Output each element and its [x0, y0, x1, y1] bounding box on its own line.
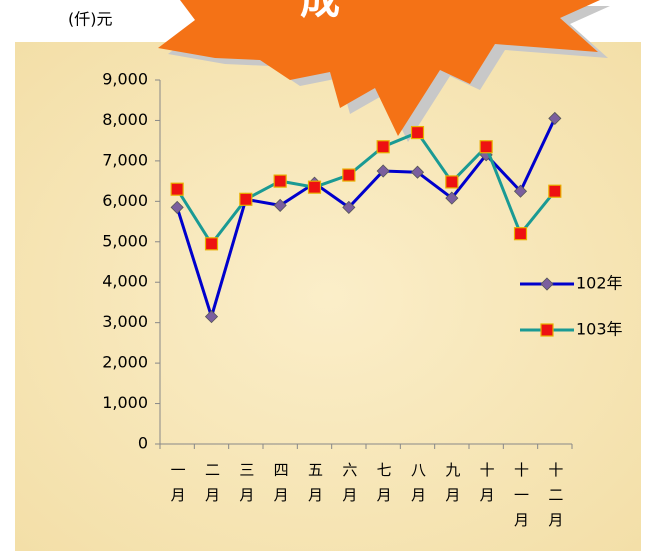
x-tick-label: 七月 — [375, 462, 393, 512]
x-tick-label: 八月 — [409, 462, 427, 512]
y-tick-label: 4,000 — [102, 272, 148, 291]
data-point — [412, 127, 424, 139]
data-point — [377, 141, 389, 153]
chart: 成 (仟)元 0 1,000 2,000 3,000 4,000 5,000 6,000 7,… — [0, 0, 661, 557]
x-tick-label: 二月 — [203, 462, 221, 512]
annotation: 成 — [300, 0, 340, 23]
data-point — [309, 181, 321, 193]
y-tick-label: 3,000 — [102, 312, 148, 331]
legend-marker — [541, 324, 553, 336]
unit-label: (仟)元 — [68, 10, 113, 29]
x-tick-label: 三月 — [237, 462, 255, 512]
y-tick-label: 8,000 — [102, 110, 148, 129]
legend-label: 103年 — [576, 320, 623, 339]
y-tick-label: 7,000 — [102, 150, 148, 169]
data-point — [446, 176, 458, 188]
data-point — [206, 238, 218, 250]
x-tick-label: 一月 — [169, 462, 187, 512]
x-tick-label: 六月 — [340, 462, 358, 512]
x-tick-label: 十一月 — [512, 462, 530, 537]
y-tick-label: 6,000 — [102, 191, 148, 210]
data-point — [171, 183, 183, 195]
y-tick-label: 0 — [138, 434, 148, 453]
y-tick-label: 1,000 — [102, 393, 148, 412]
data-point — [343, 169, 355, 181]
data-point — [549, 185, 561, 197]
data-point — [515, 228, 527, 240]
data-point — [240, 193, 252, 205]
x-tick-label: 十二月 — [546, 462, 564, 537]
y-tick-label: 9,000 — [102, 70, 148, 89]
data-point — [274, 175, 286, 187]
x-tick-label: 四月 — [272, 462, 290, 512]
y-tick-label: 5,000 — [102, 231, 148, 250]
x-tick-label: 五月 — [306, 462, 324, 512]
x-tick-label: 十月 — [478, 462, 496, 512]
data-point — [480, 141, 492, 153]
legend-label: 102年 — [576, 274, 623, 293]
x-tick-label: 九月 — [443, 462, 461, 512]
y-tick-label: 2,000 — [102, 353, 148, 372]
